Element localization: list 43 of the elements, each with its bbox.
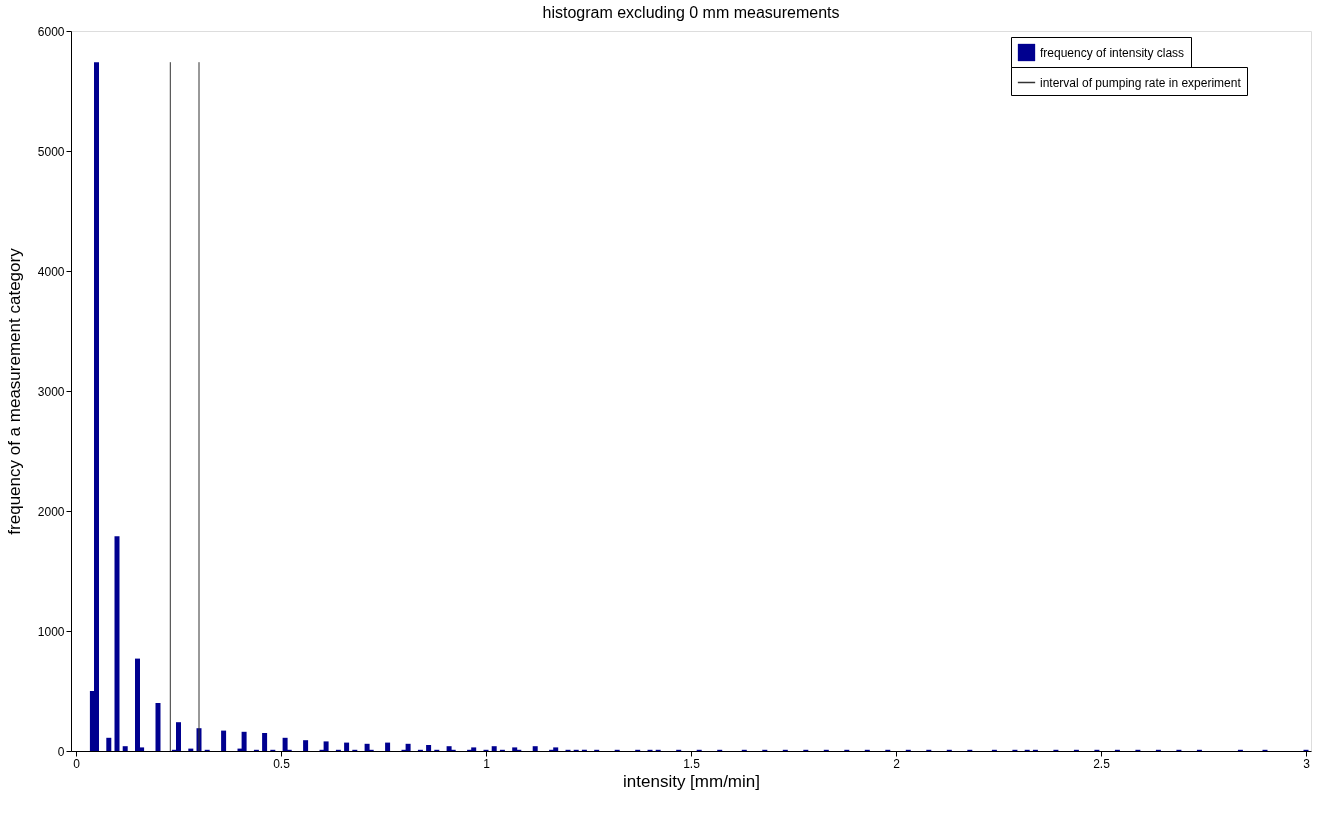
bar (405, 743, 411, 751)
legend-label: frequency of intensity class (1040, 45, 1185, 60)
y-tick-label: 2000 (37, 504, 65, 519)
x-tick-label: 1.5 (683, 756, 701, 771)
bar (303, 740, 309, 751)
bar (446, 746, 452, 751)
x-tick-label: 0.5 (273, 756, 291, 771)
bar (155, 703, 161, 751)
y-tick-label: 1000 (37, 624, 65, 639)
x-tick-label: 0 (73, 756, 81, 771)
bar (553, 747, 559, 751)
x-tick-label: 2.5 (1093, 756, 1111, 771)
bar (491, 746, 497, 751)
y-tick-label: 4000 (37, 264, 65, 279)
x-tick-label: 1 (483, 756, 491, 771)
bar (106, 737, 112, 751)
bar (114, 536, 120, 751)
y-tick-label: 5000 (37, 144, 65, 159)
legend-label: interval of pumping rate in experiment (1040, 75, 1242, 90)
y-tick-label: 6000 (37, 24, 65, 39)
y-axis-title: frequency of a measurement category (4, 247, 24, 535)
bar (241, 731, 247, 751)
bar (135, 658, 140, 751)
x-tick-label: 3 (1303, 756, 1311, 771)
bar (282, 737, 288, 751)
bar (426, 745, 432, 751)
y-tick-label: 0 (57, 744, 65, 759)
bar (122, 746, 128, 751)
bar (532, 746, 538, 751)
y-tick-label: 3000 (37, 384, 65, 399)
bar (221, 730, 227, 751)
bar (94, 62, 99, 751)
bar (262, 733, 268, 751)
x-axis-title: intensity [mm/min] (623, 771, 760, 791)
bar (512, 747, 518, 751)
bar (364, 743, 370, 751)
bar (176, 722, 181, 751)
chart-title: histogram excluding 0 mm measurements (542, 4, 840, 21)
x-tick-label: 2 (893, 756, 901, 771)
bar (344, 742, 350, 751)
bar (323, 741, 329, 751)
bar (385, 742, 391, 751)
bar (471, 747, 477, 751)
